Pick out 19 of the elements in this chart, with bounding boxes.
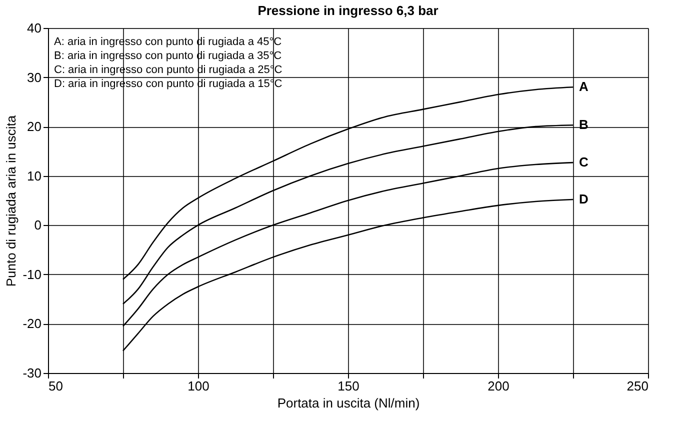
series-label: D xyxy=(579,192,588,207)
series-label: C xyxy=(579,154,589,170)
y-tick-label: 0 xyxy=(34,218,42,233)
x-tick-label: 100 xyxy=(188,378,210,394)
y-tick-label: -30 xyxy=(22,366,42,380)
x-tick-label: 200 xyxy=(488,378,510,394)
y-tick-label: 20 xyxy=(27,119,42,134)
y-tick-label: 10 xyxy=(27,168,42,184)
series-label: A xyxy=(579,79,589,94)
x-tick-label: 250 xyxy=(626,378,648,394)
x-tick-label: 150 xyxy=(338,378,360,394)
y-tick-label: 40 xyxy=(27,20,42,36)
y-tick-label: -10 xyxy=(22,266,42,282)
x-axis-title: Portata in uscita (Nl/min) xyxy=(277,396,420,410)
x-tick-label: 50 xyxy=(48,378,63,394)
y-tick-label: 30 xyxy=(27,70,42,85)
y-axis-title: Punto di rugiada aria in uscita xyxy=(4,114,19,287)
chart-title: Pressione in ingresso 6,3 bar xyxy=(258,3,438,18)
y-tick-label: -20 xyxy=(22,316,42,332)
